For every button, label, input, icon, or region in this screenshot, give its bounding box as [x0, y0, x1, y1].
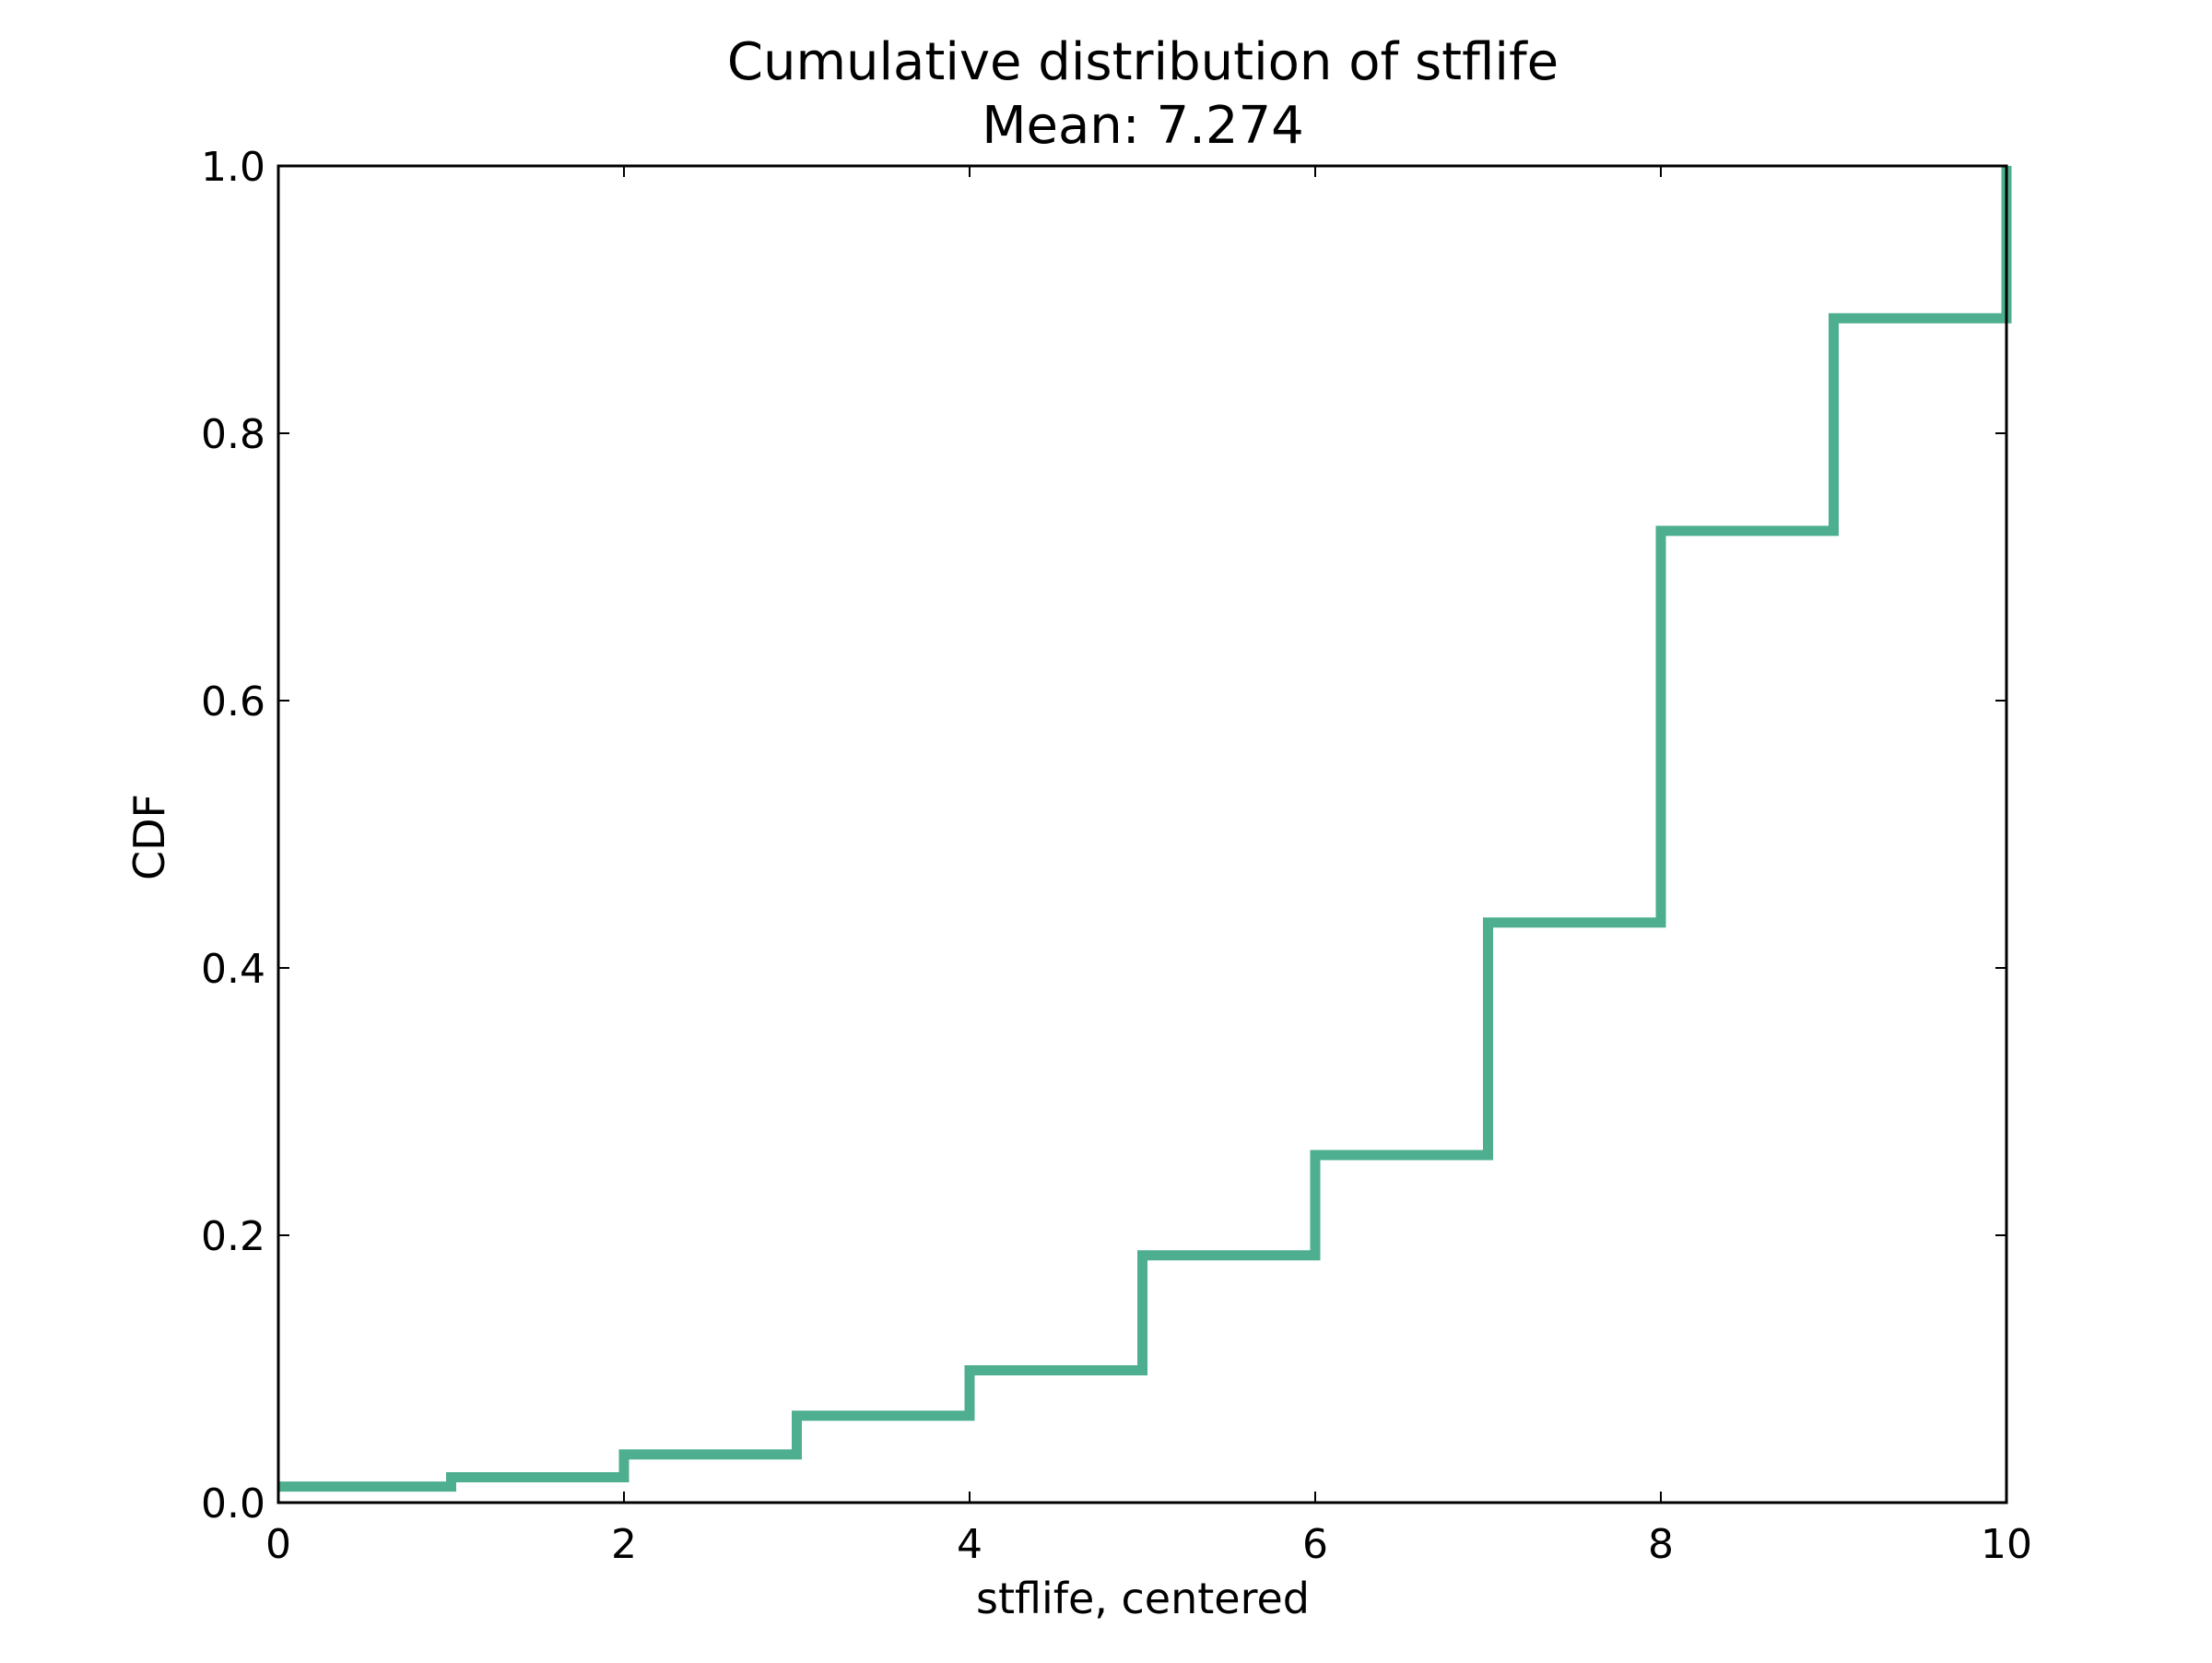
cdf-step-point — [1833, 318, 1834, 319]
plot-area-frame — [276, 164, 2008, 1504]
y-tick-label: 0.0 — [201, 1480, 265, 1527]
x-tick-label: 6 — [1302, 1521, 1328, 1568]
cdf-step-point — [1661, 530, 1662, 531]
cdf-step-point — [624, 1454, 625, 1455]
x-tick-label: 4 — [957, 1521, 982, 1568]
y-tick-label: 0.2 — [201, 1213, 265, 1260]
x-tick-label: 0 — [265, 1521, 291, 1568]
x-tick-label: 2 — [611, 1521, 637, 1568]
y-tick-label: 0.8 — [201, 411, 265, 458]
series-layer — [278, 166, 2012, 1492]
chart-subtitle: Mean: 7.274 — [982, 96, 1304, 156]
y-tick-label: 0.6 — [201, 678, 265, 725]
cdf-step-line — [278, 166, 2012, 1492]
y-tick-label: 0.4 — [201, 946, 265, 993]
x-tick-label: 8 — [1648, 1521, 1674, 1568]
y-axis-label: CDF — [124, 794, 174, 880]
cdf-step-point — [796, 1415, 797, 1416]
axis-tick-labels: 0 2 4 6 8 10 0.0 0.2 0.4 0.6 0.8 1.0 — [201, 144, 2032, 1568]
y-tick-label: 1.0 — [201, 144, 265, 191]
chart-title: Cumulative distribution of stflife — [727, 32, 1559, 92]
x-axis-label: stflife, centered — [976, 1574, 1310, 1623]
cdf-step-point — [970, 1370, 971, 1371]
cdf-step-point — [451, 1477, 452, 1478]
cdf-step-point — [1142, 1255, 1143, 1256]
x-tick-label: 10 — [1981, 1521, 2032, 1568]
cdf-step-point — [1315, 1155, 1316, 1156]
